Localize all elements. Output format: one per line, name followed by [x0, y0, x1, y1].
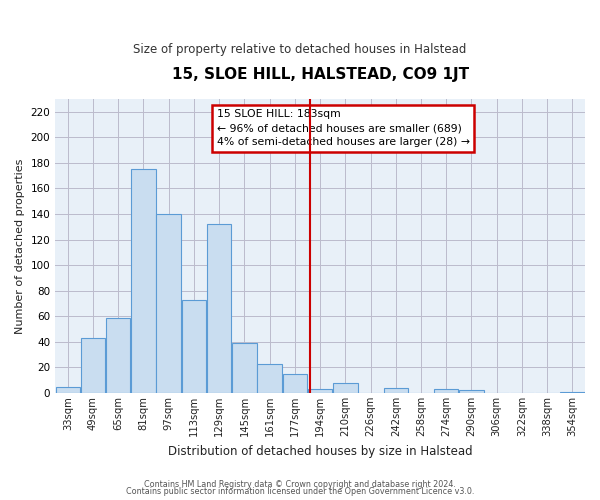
Text: Size of property relative to detached houses in Halstead: Size of property relative to detached ho…	[133, 42, 467, 56]
Bar	[560, 392, 584, 393]
Bar	[131, 170, 156, 393]
Bar	[56, 386, 80, 393]
Bar	[308, 389, 332, 393]
Bar	[182, 300, 206, 393]
Bar	[157, 214, 181, 393]
Title: 15, SLOE HILL, HALSTEAD, CO9 1JT: 15, SLOE HILL, HALSTEAD, CO9 1JT	[172, 68, 469, 82]
Bar	[383, 388, 408, 393]
Bar	[81, 338, 105, 393]
Bar	[232, 343, 257, 393]
Bar	[283, 374, 307, 393]
Text: 15 SLOE HILL: 183sqm
← 96% of detached houses are smaller (689)
4% of semi-detac: 15 SLOE HILL: 183sqm ← 96% of detached h…	[217, 109, 470, 147]
Bar	[106, 318, 130, 393]
Text: Contains HM Land Registry data © Crown copyright and database right 2024.: Contains HM Land Registry data © Crown c…	[144, 480, 456, 489]
Bar	[333, 383, 358, 393]
Text: Contains public sector information licensed under the Open Government Licence v3: Contains public sector information licen…	[126, 488, 474, 496]
Bar	[459, 390, 484, 393]
Bar	[434, 389, 458, 393]
X-axis label: Distribution of detached houses by size in Halstead: Distribution of detached houses by size …	[168, 444, 472, 458]
Bar	[257, 364, 282, 393]
Y-axis label: Number of detached properties: Number of detached properties	[15, 158, 25, 334]
Bar	[207, 224, 232, 393]
